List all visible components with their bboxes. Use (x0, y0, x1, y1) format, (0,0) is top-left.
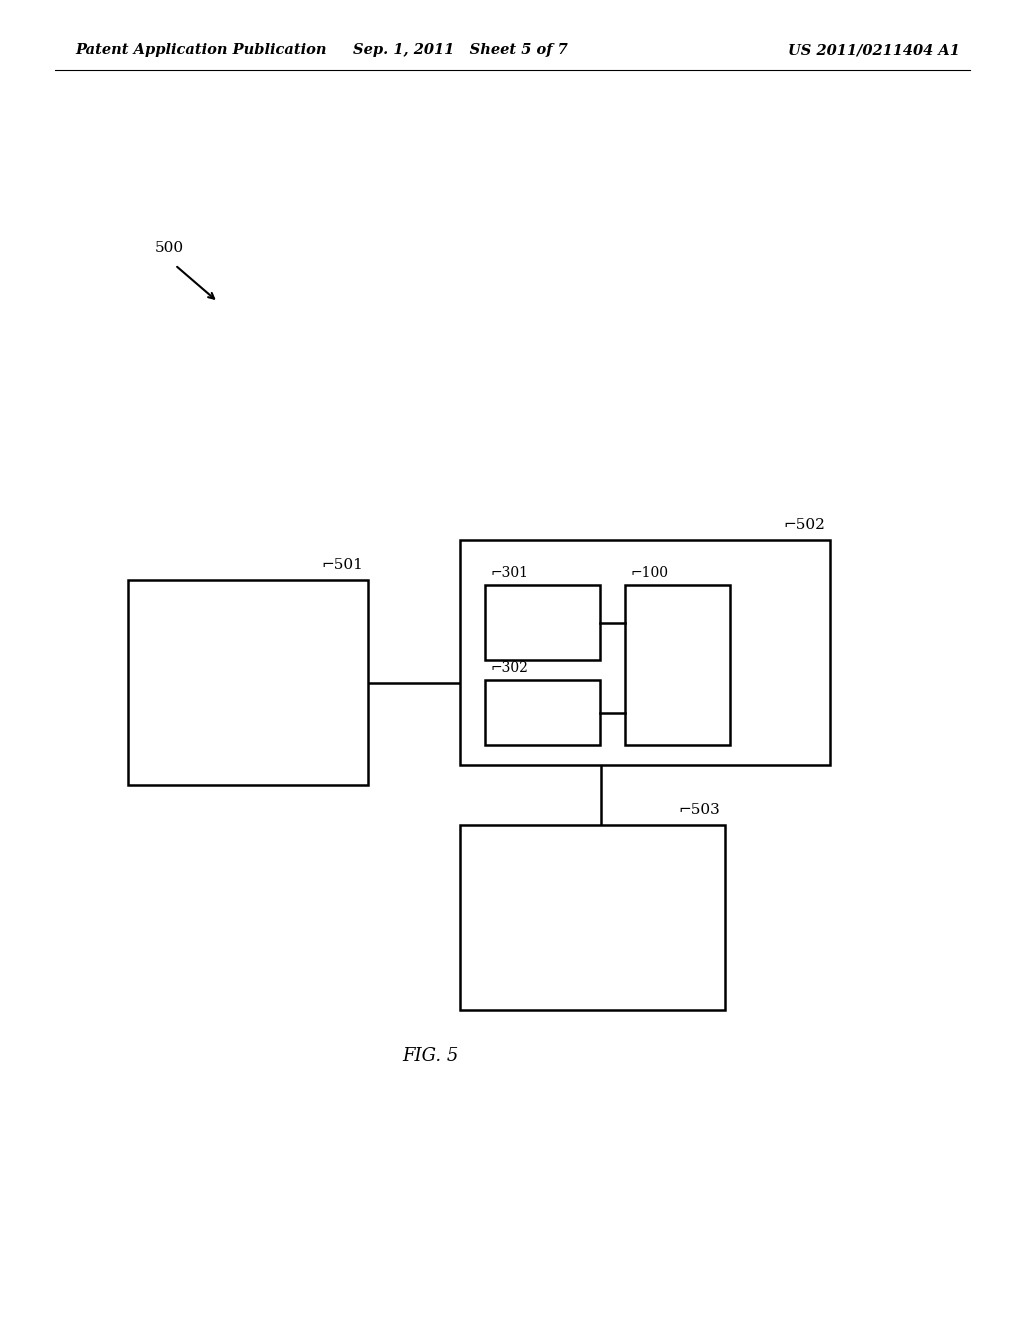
Text: ⌐302: ⌐302 (490, 661, 528, 675)
Bar (128, 579, 368, 785)
Text: ⌐501: ⌐501 (322, 558, 362, 572)
Bar (485, 680, 600, 744)
Text: ⌐100: ⌐100 (630, 566, 668, 579)
Bar (460, 825, 725, 1010)
Text: ⌐503: ⌐503 (678, 803, 720, 817)
Text: Sep. 1, 2011   Sheet 5 of 7: Sep. 1, 2011 Sheet 5 of 7 (352, 44, 567, 57)
Text: ⌐502: ⌐502 (783, 517, 825, 532)
Text: Patent Application Publication: Patent Application Publication (75, 44, 327, 57)
Text: US 2011/0211404 A1: US 2011/0211404 A1 (788, 44, 961, 57)
Text: FIG. 5: FIG. 5 (401, 1047, 458, 1065)
Bar (485, 585, 600, 660)
Text: 500: 500 (155, 242, 184, 255)
Bar (460, 540, 830, 766)
Text: ⌐301: ⌐301 (490, 566, 528, 579)
Bar (625, 585, 730, 744)
